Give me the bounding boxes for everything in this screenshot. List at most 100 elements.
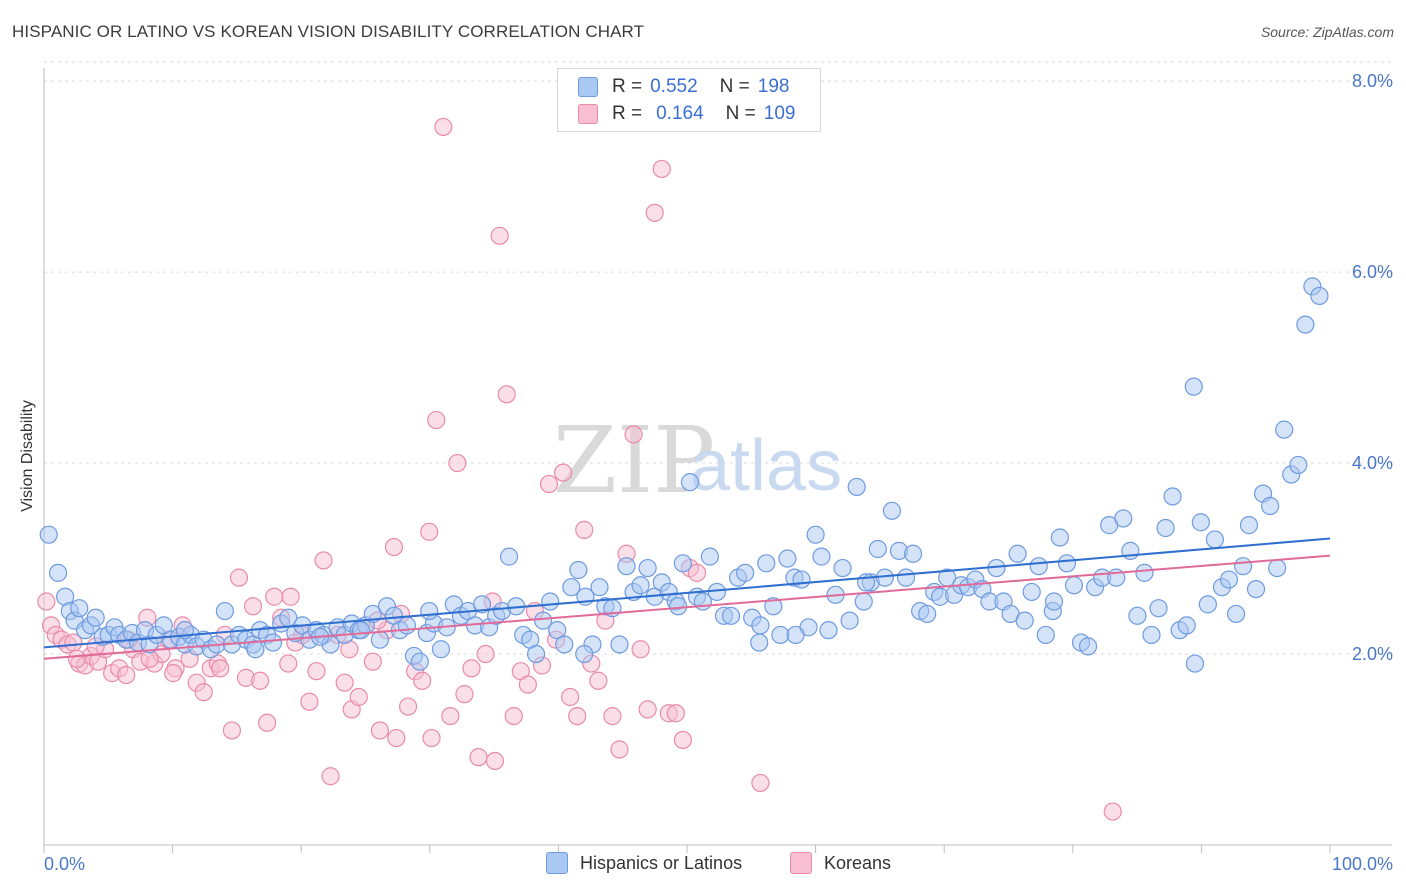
hispanic-point <box>410 652 429 671</box>
hispanic-point <box>1029 557 1048 576</box>
hispanic-point <box>1008 544 1027 563</box>
hispanic-point <box>86 608 105 627</box>
hispanic-point <box>397 616 416 635</box>
hispanic-point <box>669 597 688 616</box>
korean-point <box>575 520 594 539</box>
hispanic-point <box>575 644 594 664</box>
hispanic-point <box>1036 625 1055 645</box>
korean-point <box>422 728 441 748</box>
korean-point <box>448 453 467 473</box>
hispanic-point <box>806 525 825 544</box>
hispanic-point <box>263 633 283 652</box>
korean-point <box>321 767 340 786</box>
hispanic-point <box>1268 558 1287 578</box>
correlation-legend: R = 0.552 N = 198 R = 0.164 N = 109 <box>557 68 821 132</box>
korean-point <box>279 654 298 673</box>
hispanic-point <box>750 633 769 652</box>
y-tick-label: 4.0% <box>1352 453 1393 473</box>
korean-point <box>314 551 333 570</box>
korean-legend-swatch <box>790 852 812 874</box>
korean-point <box>229 568 249 587</box>
gridlines <box>44 61 1392 655</box>
hispanic-point <box>673 554 692 573</box>
hispanic-point <box>548 621 567 640</box>
korean-point <box>553 463 573 482</box>
chart-title: HISPANIC OR LATINO VS KOREAN VISION DISA… <box>12 22 645 41</box>
korean-point <box>243 597 263 616</box>
hispanic-point <box>721 606 741 625</box>
hispanic-point <box>847 477 866 497</box>
watermark-zip: ZIP <box>553 407 715 514</box>
korean-point <box>384 537 404 557</box>
korean-point <box>751 773 770 793</box>
hispanic-point <box>1015 611 1034 630</box>
hispanic-point <box>1114 509 1133 528</box>
korean-point <box>258 713 277 732</box>
hispanic-point <box>631 576 650 595</box>
hispanic-point <box>778 549 797 568</box>
korean-point <box>307 662 326 681</box>
korean-point <box>652 159 671 179</box>
hispanic-point <box>751 616 770 635</box>
korean-point <box>387 728 406 748</box>
hispanic-point <box>541 592 560 611</box>
legend-item-hispanic: Hispanics or Latinos <box>546 852 742 874</box>
korean-trend-line <box>43 554 1331 660</box>
korean-point <box>504 706 523 726</box>
korean-point <box>539 474 559 494</box>
hispanic-point <box>610 635 629 654</box>
korean-swatch <box>578 104 598 124</box>
hispanic-point <box>819 621 838 640</box>
watermark: ZIP atlas <box>553 407 842 514</box>
hispanic-point <box>792 570 811 589</box>
hispanic-point <box>1128 606 1147 625</box>
hispanic-point <box>48 563 68 582</box>
korean-point <box>420 522 439 541</box>
korean-point <box>1103 802 1122 821</box>
hispanic-point <box>562 578 581 597</box>
korean-point <box>117 665 136 685</box>
hispanic-point <box>1044 592 1064 611</box>
hispanic-point <box>1149 599 1168 618</box>
korean-point <box>222 721 242 740</box>
hispanic-point <box>420 601 439 621</box>
hispanic-point <box>569 560 588 580</box>
y-axis-title: Vision Disability <box>19 400 36 512</box>
hispanic-point <box>1246 579 1266 599</box>
r-value: 0.552 <box>650 76 698 97</box>
korean-point <box>610 740 629 759</box>
hispanic-point <box>1135 563 1154 582</box>
hispanic-point <box>499 547 519 566</box>
hispanic-point <box>700 547 720 566</box>
korean-point <box>335 673 354 692</box>
korean-point <box>666 704 685 723</box>
hispanic-point <box>1057 554 1077 573</box>
korean-point <box>476 644 495 664</box>
hispanic-point <box>526 644 546 664</box>
hispanic-point <box>1022 582 1041 602</box>
r-value: 0.164 <box>656 103 704 124</box>
hispanic-point <box>882 501 902 520</box>
korean-point <box>349 687 368 707</box>
hispanic-point <box>1185 654 1205 673</box>
y-tick-label: 8.0% <box>1352 71 1393 91</box>
korean-point <box>250 671 270 690</box>
korean-point <box>194 683 213 702</box>
hispanic-point <box>1050 528 1069 547</box>
hispanic-point <box>1226 604 1246 624</box>
y-tick-labels: 2.0% 4.0% 6.0% 8.0% <box>1352 71 1393 664</box>
hispanic-point <box>786 625 805 645</box>
hispanic-point <box>1275 420 1294 439</box>
n-label: N = <box>725 103 756 124</box>
x-tick-label: 0.0% <box>44 854 85 874</box>
korean-point <box>673 730 692 750</box>
korean-point <box>462 659 481 678</box>
hispanic-point <box>680 473 700 492</box>
korean-point <box>561 687 580 707</box>
hispanic-point <box>918 604 937 624</box>
hispanic-point <box>1191 513 1210 532</box>
korean-point <box>281 587 300 606</box>
hispanic-point <box>1296 315 1315 334</box>
hispanic-point <box>1078 637 1098 656</box>
korean-point <box>164 664 183 683</box>
